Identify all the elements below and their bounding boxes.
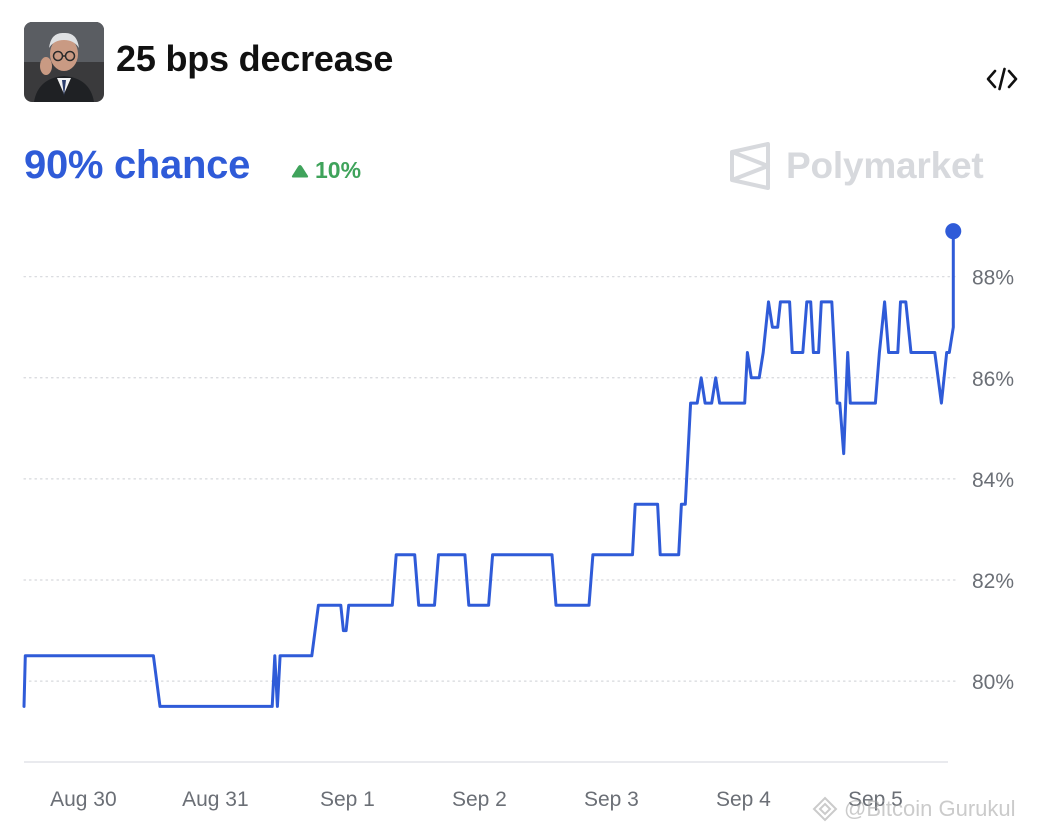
watermark-brand: Polymarket [786,145,984,186]
credit-text: @Bitcoin Gurukul [844,796,1016,821]
x-tick-label: Aug 30 [50,788,117,811]
polymarket-watermark: Polymarket [728,142,984,190]
x-tick-label: Sep 5 [848,788,903,811]
x-tick-label: Sep 1 [320,788,375,811]
y-tick-label: 82% [972,570,1014,593]
series-line [22,229,955,708]
y-tick-label: 80% [972,671,1014,694]
embed-button[interactable] [982,60,1022,98]
y-tick-label: 86% [972,368,1014,391]
y-tick-label: 84% [972,469,1014,492]
diamond-logo-icon [812,796,838,822]
y-tick-label: 88% [972,267,1014,290]
market-title: 25 bps decrease [116,38,394,79]
change-value: 10% [315,157,362,183]
x-tick-label: Sep 3 [584,788,639,811]
change-indicator: 10% [290,157,361,184]
chart-series [22,223,962,708]
code-embed-icon [986,67,1018,91]
x-tick-label: Aug 31 [182,788,249,811]
credit-watermark: @Bitcoin Gurukul [812,796,1016,822]
market-avatar [24,22,104,102]
chart-axes: 80% 82% 84% 86% 88% Aug 30 Aug 31 Sep 1 Sep 2 Sep… [24,267,1014,811]
latest-point-marker [945,223,962,240]
polymarket-logo-icon [730,142,770,190]
chart-gridlines [23,276,959,682]
chance-value: 90% chance [24,143,251,187]
speaker-portrait-icon [24,22,104,102]
triangle-up-icon [291,164,309,177]
x-tick-label: Sep 4 [716,788,771,811]
x-tick-label: Sep 2 [452,788,507,811]
